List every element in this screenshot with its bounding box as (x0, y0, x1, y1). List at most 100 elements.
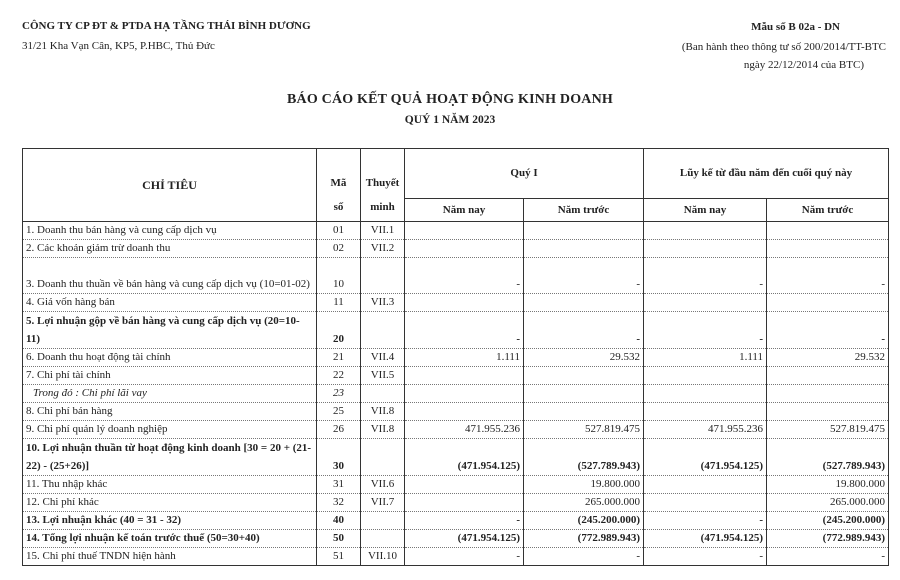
form-number: Mẫu số B 02a - DN (751, 21, 840, 33)
header-code: Mã số (316, 148, 361, 222)
cell-item: 3. Doanh thu thuần về bán hàng và cung c… (22, 257, 317, 294)
company-address: 31/21 Kha Vạn Cân, KP5, P.HBC, Thủ Đức (22, 40, 215, 52)
cell-code: 20 (316, 311, 361, 349)
cell-y-prev (766, 221, 889, 240)
cell-q-now: (471.954.125) (404, 529, 524, 548)
cell-y-prev: (527.789.943) (766, 438, 889, 476)
table-row: 15. Chi phí thuế TNDN hiện hành 51 VII.10-… (22, 547, 889, 566)
cell-q-now (404, 475, 524, 494)
cell-note: VII.7 (360, 493, 405, 512)
cell-y-prev (766, 293, 889, 312)
cell-y-now: - (643, 311, 767, 349)
cell-q-prev: - (523, 257, 644, 294)
table-row: 9. Chi phí quản lý doanh nghiệp 26 VII.8 47… (22, 420, 889, 439)
cell-q-prev: (527.789.943) (523, 438, 644, 476)
cell-code: 23 (316, 384, 361, 403)
cell-note: VII.8 (360, 402, 405, 421)
cell-note: VII.6 (360, 475, 405, 494)
cell-y-now (643, 493, 767, 512)
cell-item: 10. Lợi nhuận thuần từ hoạt động kinh do… (22, 438, 317, 476)
cell-q-now (404, 293, 524, 312)
cell-q-now: - (404, 547, 524, 566)
cell-q-now: (471.954.125) (404, 438, 524, 476)
cell-note: VII.4 (360, 348, 405, 367)
cell-q-now (404, 239, 524, 258)
header-item: CHỈ TIÊU (22, 148, 317, 222)
cell-note: VII.2 (360, 239, 405, 258)
cell-code: 26 (316, 420, 361, 439)
cell-q-now: 471.955.236 (404, 420, 524, 439)
cell-q-prev (523, 239, 644, 258)
cell-y-now: 1.111 (643, 348, 767, 367)
table-row: 12. Chi phí khác 32 VII.7 265.000.000 265.00… (22, 493, 889, 512)
table-row: 3. Doanh thu thuần về bán hàng và cung c… (22, 257, 889, 294)
cell-code: 31 (316, 475, 361, 494)
table-row: 2. Các khoản giảm trừ doanh thu 02 VII.2 (22, 239, 889, 258)
cell-y-now (643, 221, 767, 240)
cell-q-prev: (245.200.000) (523, 511, 644, 530)
cell-note: VII.8 (360, 420, 405, 439)
cell-item: 4. Giá vốn hàng bán (22, 293, 317, 312)
cell-y-prev: 29.532 (766, 348, 889, 367)
cell-code: 10 (316, 257, 361, 294)
cell-q-now (404, 221, 524, 240)
cell-note (360, 384, 405, 403)
table-row: 5. Lợi nhuận gộp về bán hàng và cung cấp… (22, 311, 889, 349)
cell-y-prev: (772.989.943) (766, 529, 889, 548)
header-q-last-year: Năm trước (523, 198, 644, 222)
header-note-line1: Thuyết (365, 177, 400, 189)
header-code-line2: số (333, 201, 344, 213)
report-title: BÁO CÁO KẾT QUẢ HOẠT ĐỘNG KINH DOANH (287, 92, 613, 107)
table-row: 14. Tổng lợi nhuận kế toán trước thuế (5… (22, 529, 889, 548)
cell-note: VII.5 (360, 366, 405, 385)
cell-q-prev: 19.800.000 (523, 475, 644, 494)
cell-item: 1. Doanh thu bán hàng và cung cấp dịch v… (22, 221, 317, 240)
cell-code: 32 (316, 493, 361, 512)
cell-y-now (643, 293, 767, 312)
cell-q-now: - (404, 257, 524, 294)
cell-code: 30 (316, 438, 361, 476)
cell-q-prev: (772.989.943) (523, 529, 644, 548)
cell-item: 7. Chi phí tài chính (22, 366, 317, 385)
cell-q-prev (523, 221, 644, 240)
header-code-line1: Mã (330, 177, 347, 189)
cell-code: 50 (316, 529, 361, 548)
cell-code: 21 (316, 348, 361, 367)
cell-y-prev (766, 239, 889, 258)
table-row: Trong đó : Chi phí lãi vay 23 (22, 384, 889, 403)
cell-q-prev: 527.819.475 (523, 420, 644, 439)
cell-y-prev (766, 366, 889, 385)
cell-note (360, 438, 405, 476)
table-row: 8. Chi phí bán hàng 25 VII.8 (22, 402, 889, 421)
header-quarter: Quý I (404, 148, 644, 199)
cell-note: VII.3 (360, 293, 405, 312)
report-period: QUÝ 1 NĂM 2023 (404, 114, 496, 126)
header-note-line2: minh (370, 201, 395, 213)
cell-y-now: 471.955.236 (643, 420, 767, 439)
cell-q-now: 1.111 (404, 348, 524, 367)
cell-item: 6. Doanh thu hoạt động tài chính (22, 348, 317, 367)
cell-note (360, 311, 405, 349)
cell-q-prev: - (523, 311, 644, 349)
cell-item: 2. Các khoản giảm trừ doanh thu (22, 239, 317, 258)
cell-y-now: - (643, 547, 767, 566)
cell-code: 02 (316, 239, 361, 258)
cell-y-prev: 19.800.000 (766, 475, 889, 494)
table-row: 4. Giá vốn hàng bán 11 VII.3 (22, 293, 889, 312)
cell-q-now (404, 493, 524, 512)
cell-item: 13. Lợi nhuận khác (40 = 31 - 32) (22, 511, 317, 530)
cell-y-prev: 527.819.475 (766, 420, 889, 439)
cell-y-now: (471.954.125) (643, 529, 767, 548)
issued-date: ngày 22/12/2014 của BTC) (743, 59, 864, 71)
header-ytd: Lũy kế từ đầu năm đến cuối quý này (643, 148, 889, 199)
cell-y-now: - (643, 257, 767, 294)
header-ytd-this-year: Năm nay (643, 198, 767, 222)
table-row: 13. Lợi nhuận khác (40 = 31 - 32) 40- (245… (22, 511, 889, 530)
cell-code: 25 (316, 402, 361, 421)
cell-y-prev: (245.200.000) (766, 511, 889, 530)
cell-q-now (404, 402, 524, 421)
cell-q-prev (523, 366, 644, 385)
cell-item: 9. Chi phí quản lý doanh nghiệp (22, 420, 317, 439)
cell-q-now: - (404, 511, 524, 530)
cell-item: Trong đó : Chi phí lãi vay (22, 384, 317, 403)
